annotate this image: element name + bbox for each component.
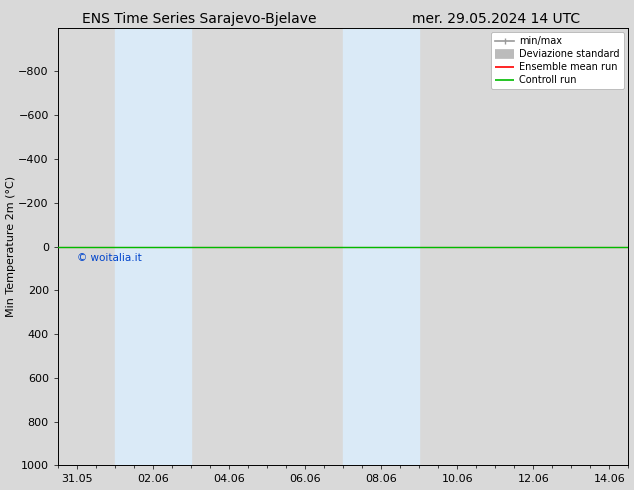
Bar <box>115 27 191 465</box>
Text: © woitalia.it: © woitalia.it <box>77 253 141 263</box>
Text: mer. 29.05.2024 14 UTC: mer. 29.05.2024 14 UTC <box>412 12 580 26</box>
Text: ENS Time Series Sarajevo-Bjelave: ENS Time Series Sarajevo-Bjelave <box>82 12 317 26</box>
Bar <box>343 27 419 465</box>
Legend: min/max, Deviazione standard, Ensemble mean run, Controll run: min/max, Deviazione standard, Ensemble m… <box>491 32 624 89</box>
Y-axis label: Min Temperature 2m (°C): Min Temperature 2m (°C) <box>6 176 16 317</box>
